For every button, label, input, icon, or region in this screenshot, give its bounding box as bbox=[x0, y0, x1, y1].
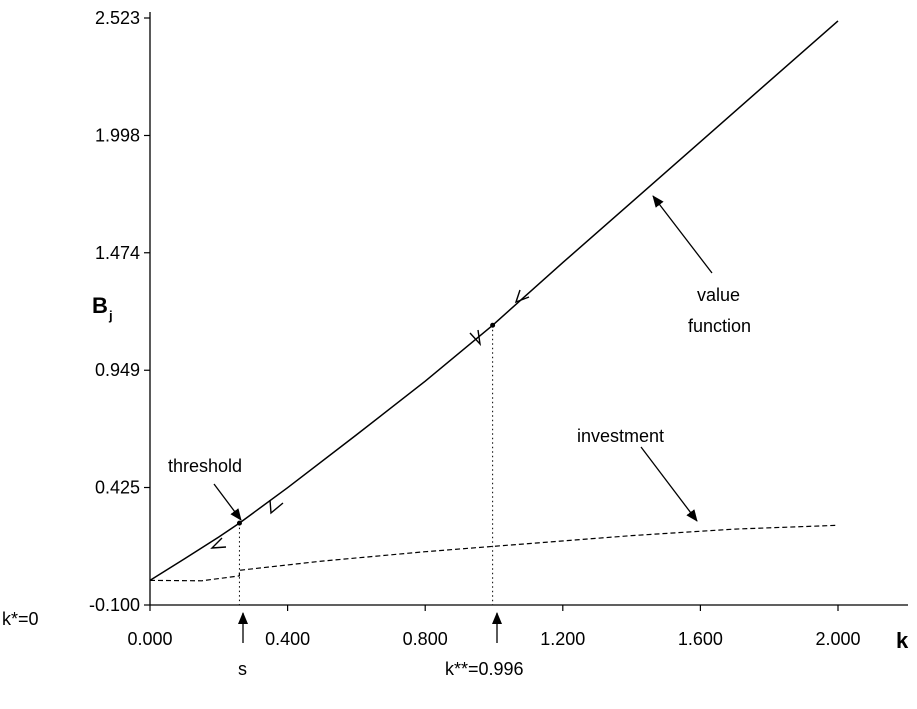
x-tick-label: 1.200 bbox=[540, 629, 585, 649]
investment-label: investment bbox=[577, 426, 664, 446]
direction-arrow-down-left bbox=[514, 289, 530, 304]
y-tick-label: 1.998 bbox=[95, 125, 140, 145]
investment-line bbox=[149, 524, 839, 582]
value-function-line bbox=[149, 20, 839, 582]
x-tick-label: 0.400 bbox=[265, 629, 310, 649]
direction-arrow-left-low bbox=[210, 537, 227, 549]
threshold-label: threshold bbox=[168, 456, 242, 476]
y-axis-label-subscript: j bbox=[108, 308, 113, 323]
x-tick-label: 1.600 bbox=[678, 629, 723, 649]
s-label: s bbox=[238, 659, 247, 679]
x-axis-label: k bbox=[896, 628, 909, 653]
k-double-star-label: k**=0.996 bbox=[445, 659, 524, 679]
threshold-point bbox=[236, 520, 242, 526]
tick-group: -0.100 0.425 0.949 1.474 1.998 2.523 0.000 0.40… bbox=[89, 8, 861, 649]
value-function-pointer-arrow bbox=[652, 195, 713, 274]
y-tick-label: 0.949 bbox=[95, 360, 140, 380]
x-tick-label: 0.000 bbox=[127, 629, 172, 649]
y-tick-label: 1.474 bbox=[95, 243, 140, 263]
x-tick-label: 0.800 bbox=[403, 629, 448, 649]
y-axis-label: B bbox=[92, 293, 108, 318]
steady-state-point bbox=[490, 322, 496, 328]
direction-arrow-up-right bbox=[469, 329, 482, 347]
threshold-pointer-arrow bbox=[213, 483, 242, 521]
y-tick-label: -0.100 bbox=[89, 595, 140, 615]
x-tick-label: 2.000 bbox=[815, 629, 860, 649]
y-tick-label: 2.523 bbox=[95, 8, 140, 28]
direction-arrow-right-low bbox=[269, 499, 284, 515]
value-function-label-line1: value bbox=[697, 285, 740, 305]
investment-pointer-arrow bbox=[640, 446, 698, 522]
k-star-label: k*=0 bbox=[2, 609, 39, 629]
y-tick-label: 0.425 bbox=[95, 478, 140, 498]
value-function-label-line2: function bbox=[688, 316, 751, 336]
